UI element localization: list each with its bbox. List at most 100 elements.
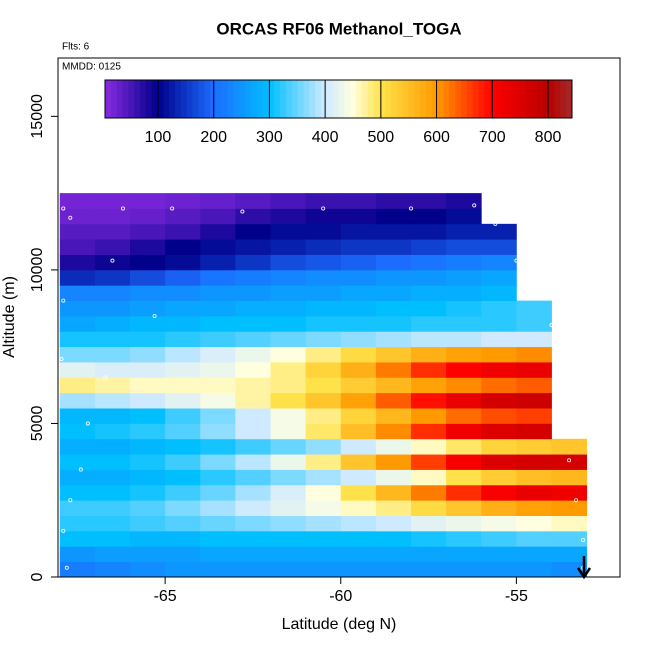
- heatmap-cell: [59, 254, 96, 271]
- heatmap-cell: [446, 331, 482, 348]
- flight-point: [64, 565, 69, 570]
- heatmap-cell: [411, 377, 447, 394]
- heatmap-cell: [200, 561, 236, 578]
- heatmap-cell: [446, 515, 482, 532]
- heatmap-cell: [516, 484, 552, 501]
- heatmap-cell: [200, 438, 236, 455]
- heatmap-cell: [165, 530, 201, 547]
- colorbar-segment: [507, 80, 515, 118]
- colorbar-segment: [525, 80, 532, 118]
- colorbar-segment: [250, 80, 258, 118]
- heatmap-cell: [411, 362, 447, 378]
- heatmap-cell: [516, 392, 552, 409]
- heatmap-cell: [94, 193, 131, 209]
- heatmap-cell: [375, 331, 412, 348]
- heatmap-cell: [235, 300, 271, 317]
- heatmap-cell: [340, 315, 377, 332]
- heatmap-cell: [481, 377, 517, 394]
- heatmap-cell: [305, 300, 342, 317]
- heatmap-cell: [130, 423, 166, 440]
- annotation: MMDD: 0125: [62, 62, 121, 73]
- flight-point: [531, 292, 536, 297]
- heatmap-cell: [516, 469, 552, 486]
- heatmap-cell: [130, 193, 166, 209]
- heatmap-cell: [235, 408, 271, 424]
- y-tick-label: 5000: [29, 406, 46, 442]
- colorbar-segment: [134, 80, 141, 118]
- x-axis-label: Latitude (deg N): [282, 616, 397, 633]
- heatmap-cell: [165, 300, 201, 317]
- heatmap-cell: [130, 346, 166, 363]
- colorbar-segment: [274, 80, 281, 118]
- heatmap-cell: [235, 331, 271, 348]
- heatmap-cell: [481, 408, 517, 424]
- heatmap-cell: [94, 300, 131, 317]
- heatmap-cell: [270, 546, 307, 563]
- heatmap-cell: [340, 254, 377, 271]
- heatmap-cell: [551, 469, 588, 486]
- heatmap-cell: [59, 515, 96, 532]
- heatmap-cell: [200, 484, 236, 501]
- colorbar-segment: [437, 80, 445, 118]
- heatmap-cell: [516, 454, 552, 470]
- heatmap-cell: [130, 469, 166, 486]
- heatmap-cell: [411, 239, 447, 255]
- heatmap-cell: [165, 315, 201, 332]
- colorbar-tick-label: 800: [535, 129, 562, 146]
- colorbar-segment: [402, 80, 410, 118]
- colorbar-segment: [128, 80, 135, 118]
- heatmap-cell: [200, 500, 236, 516]
- heatmap-cell: [165, 546, 201, 563]
- heatmap-cell: [270, 561, 307, 578]
- heatmap-cell: [340, 530, 377, 547]
- colorbar-segment: [414, 80, 421, 118]
- colorbar-segment: [215, 80, 223, 118]
- heatmap-cell: [130, 392, 166, 409]
- heatmap-cell: [235, 269, 271, 286]
- colorbar-segment: [466, 80, 474, 118]
- colorbar-frame: [104, 79, 573, 119]
- heatmap-cell: [200, 377, 236, 394]
- flight-point: [68, 215, 73, 220]
- colorbar-segment: [408, 80, 415, 118]
- heatmap-cell: [446, 530, 482, 547]
- colorbar-segment: [221, 80, 229, 118]
- colorbar-segment: [536, 80, 544, 118]
- heatmap-cell: [59, 285, 96, 302]
- heatmap-cell: [94, 377, 131, 394]
- heatmap-cell: [165, 377, 201, 394]
- flight-point: [110, 258, 115, 263]
- heatmap-cell: [270, 484, 307, 501]
- colorbar-segment: [548, 80, 555, 118]
- heatmap-cell: [340, 408, 377, 424]
- heatmap-cell: [446, 285, 482, 302]
- heatmap-cell: [165, 285, 201, 302]
- colorbar-segment: [262, 80, 269, 118]
- heatmap-cell: [411, 469, 447, 486]
- colorbar-segment: [151, 80, 159, 118]
- heatmap-cell: [130, 377, 166, 394]
- colorbar-segment: [116, 80, 124, 118]
- heatmap-cell: [481, 346, 517, 363]
- heatmap-cell: [200, 315, 236, 332]
- heatmap-cell: [59, 530, 96, 547]
- heatmap-cell: [94, 269, 131, 286]
- heatmap-cell: [411, 392, 447, 409]
- heatmap-cell: [481, 300, 517, 317]
- heatmap-cell: [446, 239, 482, 255]
- flight-point: [68, 498, 73, 503]
- heatmap-cell: [340, 484, 377, 501]
- heatmap-cell: [340, 500, 377, 516]
- heatmap-cell: [446, 300, 482, 317]
- heatmap-cell: [375, 362, 412, 378]
- heatmap-cell: [59, 469, 96, 486]
- heatmap-cell: [481, 454, 517, 470]
- heatmap-cell: [200, 469, 236, 486]
- heatmap-cell: [270, 500, 307, 516]
- heatmap-cell: [305, 377, 342, 394]
- heatmap-cell: [375, 500, 412, 516]
- heatmap-cell: [130, 500, 166, 516]
- heatmap-cell: [165, 438, 201, 455]
- heatmap-cell: [305, 546, 342, 563]
- heatmap-cell: [446, 346, 482, 363]
